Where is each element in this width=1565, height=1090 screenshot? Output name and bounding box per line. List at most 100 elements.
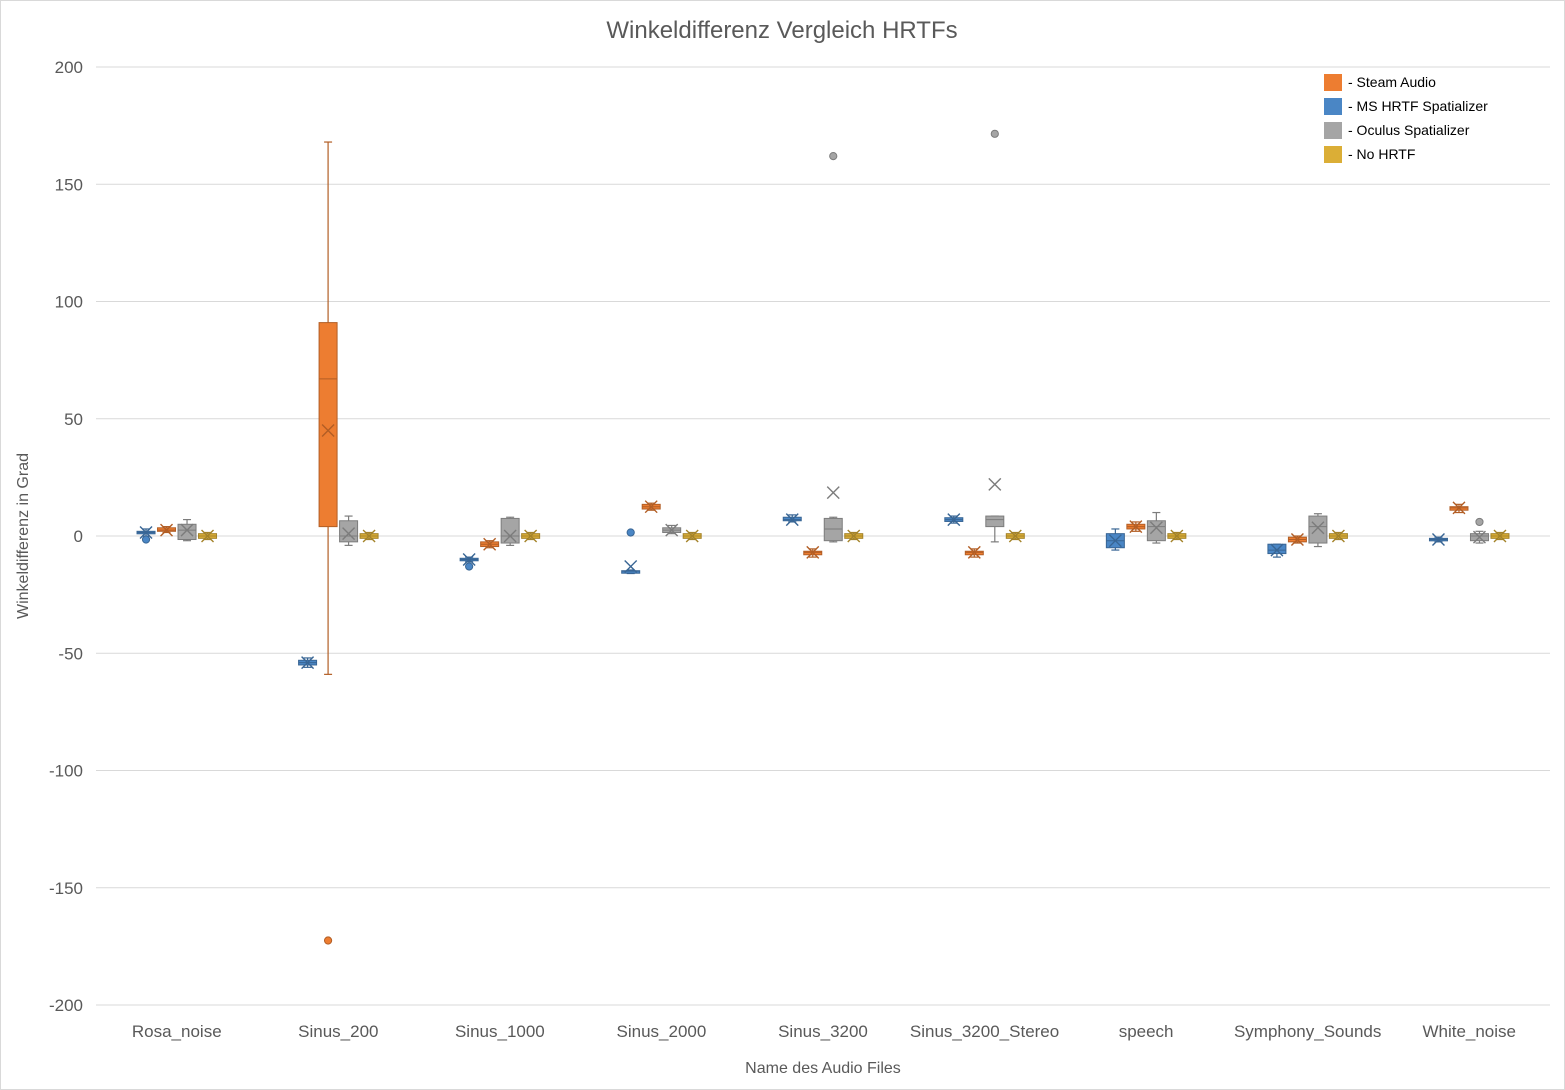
series-steam-audio [157, 141, 1469, 945]
box [662, 523, 682, 537]
mean-marker [1431, 533, 1445, 547]
y-axis-title: Winkeldifferenz in Grad [15, 453, 32, 619]
category-label: Sinus_2000 [617, 1022, 707, 1041]
box-body [1308, 515, 1328, 544]
box [641, 500, 661, 514]
box [1469, 517, 1489, 544]
outlier-point [323, 936, 333, 945]
y-tick-label: 50 [64, 410, 83, 429]
box [198, 529, 218, 543]
box [500, 516, 520, 546]
mean-marker [1270, 543, 1284, 557]
y-tick-label: -50 [58, 644, 83, 663]
box [359, 529, 379, 543]
legend-item: - Oculus Spatializer [1324, 122, 1470, 139]
box [298, 656, 318, 670]
outlier-point [626, 528, 635, 537]
mean-marker [947, 513, 961, 527]
mean-marker [1290, 533, 1304, 547]
mean-marker [847, 529, 861, 543]
legend-swatch [1324, 98, 1342, 115]
box [1428, 533, 1448, 547]
legend-swatch [1324, 122, 1342, 139]
mean-marker [1493, 529, 1507, 543]
box [682, 529, 702, 543]
mean-marker [201, 529, 215, 543]
category-label: Sinus_3200_Stereo [910, 1022, 1059, 1041]
mean-marker [644, 500, 658, 514]
mean-marker [785, 513, 799, 527]
series-no-hrtf [198, 529, 1510, 543]
mean-marker [1008, 529, 1022, 543]
mean-marker [624, 559, 638, 573]
box-body [985, 515, 1005, 528]
mean-marker [1311, 521, 1325, 535]
box [480, 537, 500, 551]
box [1490, 529, 1510, 543]
mean-marker [1149, 521, 1163, 535]
mean-marker [1452, 501, 1466, 515]
mean-marker [967, 545, 981, 559]
box [1287, 533, 1307, 547]
outlier-point [829, 152, 838, 161]
y-tick-label: 150 [55, 175, 83, 194]
box [782, 513, 802, 527]
box [964, 545, 984, 559]
mean-marker [180, 523, 194, 537]
box [944, 513, 964, 527]
box [521, 529, 541, 543]
category-label: Sinus_3200 [778, 1022, 868, 1041]
y-tick-label: 0 [74, 527, 83, 546]
mean-marker [1170, 529, 1184, 543]
box-body [177, 523, 197, 541]
mean-marker [685, 529, 699, 543]
outlier-point [141, 535, 151, 544]
box [1146, 511, 1166, 544]
box [177, 518, 197, 542]
box [1126, 520, 1146, 534]
box [621, 528, 641, 575]
outlier-point [465, 562, 474, 571]
box [803, 545, 823, 559]
mean-marker [462, 552, 476, 566]
mean-marker [524, 529, 538, 543]
box-body [1146, 520, 1166, 542]
box [1449, 501, 1469, 515]
mean-marker [1108, 534, 1122, 548]
box-body [339, 520, 359, 543]
legend-label: - Oculus Spatializer [1348, 122, 1470, 138]
legend-label: - MS HRTF Spatializer [1348, 98, 1488, 114]
series-oculus-spatializer [177, 129, 1489, 548]
box [844, 529, 864, 543]
outlier-point [990, 129, 999, 138]
category-label: Sinus_200 [298, 1022, 378, 1041]
mean-marker [665, 523, 679, 537]
legend-swatch [1324, 74, 1342, 91]
legend-item: - MS HRTF Spatializer [1324, 98, 1488, 115]
box [459, 552, 479, 571]
mean-marker [483, 537, 497, 551]
outlier-point [1475, 517, 1484, 527]
mean-marker [1331, 529, 1345, 543]
legend-label: - No HRTF [1348, 146, 1415, 162]
box [823, 152, 843, 543]
box [1105, 528, 1125, 551]
box [136, 525, 156, 544]
box [1005, 529, 1025, 543]
x-axis-categories: Rosa_noise Sinus_200 Sinus_1000 Sinus_2000 S… [132, 1022, 1516, 1041]
box [1328, 529, 1348, 543]
mean-marker [1472, 530, 1486, 544]
mean-marker [503, 529, 517, 543]
box [157, 523, 177, 537]
mean-marker [321, 423, 335, 437]
mean-marker [826, 486, 840, 500]
x-axis-title: Name des Audio Files [745, 1060, 901, 1077]
box-body [318, 322, 338, 528]
legend-item: - No HRTF [1324, 146, 1415, 163]
legend-swatch [1324, 146, 1342, 163]
series-ms-hrtf-spatializer [136, 513, 1448, 670]
category-label: White_noise [1422, 1022, 1516, 1041]
mean-marker [362, 529, 376, 543]
box-body [500, 517, 520, 544]
